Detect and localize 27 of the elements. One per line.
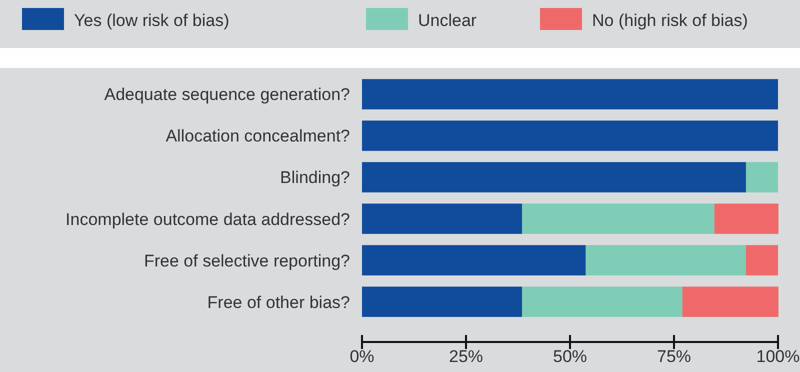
y-tick-label: Blinding?: [280, 168, 350, 188]
bar: [362, 120, 778, 151]
x-tick-label: 50%: [552, 347, 588, 366]
y-tick-label: Free of other bias?: [207, 292, 350, 312]
y-tick-label: Incomplete outcome data addressed?: [66, 210, 350, 229]
bar: [746, 162, 778, 192]
bar: [746, 245, 778, 276]
bar: [522, 286, 682, 317]
y-tick-label: Adequate sequence generation?: [104, 85, 350, 104]
bar: [714, 204, 778, 234]
x-tick-label: 0%: [350, 347, 374, 366]
bar: [586, 245, 746, 276]
bar: [362, 204, 522, 234]
bar: [362, 79, 778, 110]
bar: [362, 162, 746, 192]
legend-label: Yes (low risk of bias): [74, 11, 230, 30]
legend-label: No (high risk of bias): [592, 11, 748, 30]
x-tick-label: 100%: [756, 347, 800, 366]
bar: [522, 204, 714, 234]
bar: [362, 286, 522, 317]
y-tick-label: Free of selective reporting?: [144, 251, 350, 270]
x-tick-label: 75%: [656, 347, 692, 366]
bar: [362, 245, 586, 276]
y-tick-label: Allocation concealment?: [166, 126, 350, 146]
bar: [682, 286, 778, 317]
x-tick-label: 25%: [448, 347, 484, 366]
legend-label: Unclear: [418, 11, 477, 30]
